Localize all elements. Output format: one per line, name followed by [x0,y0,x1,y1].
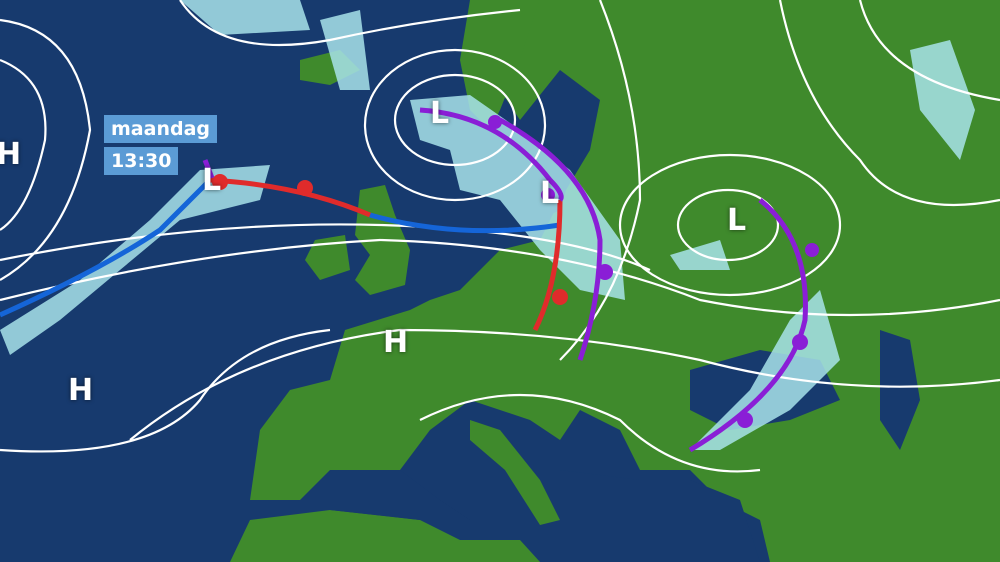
day-label: maandag [104,115,217,143]
italy [470,420,560,525]
warm-front-2 [532,199,563,332]
scandinavia [460,0,540,130]
caspian-sea [880,330,920,450]
high-pressure-label: H [383,325,409,360]
cold-front [0,178,561,318]
isobars [0,0,1000,473]
low-pressure-label: L [202,163,222,198]
warm-front-1 [209,177,371,218]
low-pressure-label: L [727,203,747,238]
low-pressure-label: L [540,176,560,211]
north-africa [230,510,540,562]
continental-europe [250,0,1000,562]
warm-front-symbols [212,174,568,305]
high-pressure-label: H [0,137,22,172]
mediterranean-east [560,470,760,562]
ireland [305,235,350,280]
occluded-front-symbols [488,115,819,428]
time-label: 13:30 [104,147,179,175]
mediterranean-west [330,470,470,520]
high-pressure-label: H [68,373,94,408]
low-pressure-label: L [430,96,450,131]
